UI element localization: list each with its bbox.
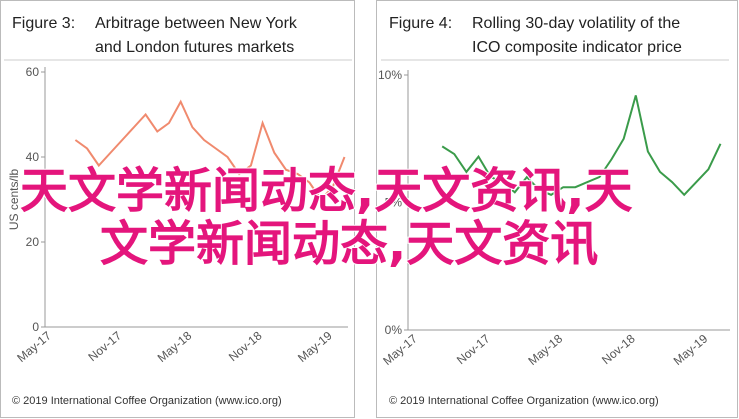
x-tick-label: May-18: [525, 331, 565, 368]
figure-label: Figure 3:: [12, 15, 75, 32]
x-tick-label: Nov-17: [454, 331, 493, 367]
y-tick-label: 60: [26, 65, 40, 79]
y-tick-label: 20: [26, 235, 40, 249]
panel-frame: [0, 0, 355, 418]
source-note: © 2019 International Coffee Organization…: [389, 395, 659, 407]
source-note: © 2019 International Coffee Organization…: [12, 395, 282, 407]
x-tick-label: Nov-18: [226, 328, 265, 364]
y-axis-label: US cents/lb: [7, 168, 21, 230]
chart-title: Arbitrage between New York and London fut…: [95, 15, 298, 56]
data-line: [441, 95, 722, 197]
panel-frame: [376, 0, 738, 418]
figure-label: Figure 4:: [389, 15, 452, 32]
y-tick-label: 0%: [385, 323, 403, 337]
data-line: [74, 99, 346, 202]
x-tick-label: Nov-17: [85, 328, 124, 364]
x-tick-label: May-19: [295, 328, 335, 365]
x-tick-label: May-18: [155, 328, 195, 365]
overlay-text: 天文学新闻动态,天文资讯,天: [20, 163, 632, 219]
y-tick-label: 10%: [378, 68, 402, 82]
y-tick-label: 0: [32, 320, 39, 334]
x-tick-label: May-19: [671, 331, 711, 368]
chart-title: Rolling 30-day volatility of the ICO comp…: [472, 15, 682, 56]
x-tick-label: Nov-18: [599, 331, 638, 367]
y-tick-label: 5%: [385, 196, 403, 210]
overlay-text: 文学新闻动态,天文资讯: [100, 216, 598, 272]
y-tick-label: 40: [26, 150, 40, 164]
